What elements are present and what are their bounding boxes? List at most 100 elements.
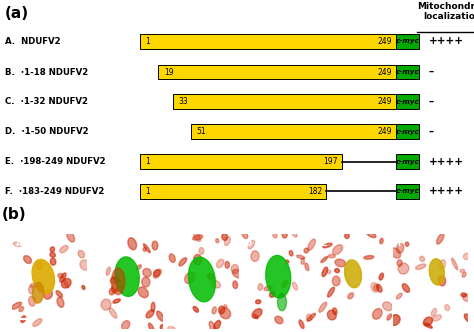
Ellipse shape: [390, 315, 400, 325]
Text: A.  NDUFV2: A. NDUFV2: [5, 37, 60, 46]
Ellipse shape: [387, 314, 392, 320]
Ellipse shape: [332, 276, 340, 286]
Ellipse shape: [266, 255, 291, 298]
Ellipse shape: [397, 260, 402, 266]
Ellipse shape: [143, 247, 146, 251]
Ellipse shape: [44, 290, 52, 299]
Bar: [396, 154, 419, 169]
Ellipse shape: [148, 323, 155, 332]
Ellipse shape: [224, 237, 230, 246]
Text: 1: 1: [146, 157, 150, 166]
Ellipse shape: [122, 321, 130, 330]
Ellipse shape: [151, 302, 155, 311]
Ellipse shape: [345, 233, 349, 239]
Ellipse shape: [109, 288, 115, 295]
Text: c-myc: c-myc: [396, 159, 419, 165]
Text: B: B: [92, 239, 98, 248]
Text: –: –: [429, 97, 434, 107]
Ellipse shape: [142, 277, 150, 287]
Ellipse shape: [154, 269, 161, 278]
Ellipse shape: [143, 269, 151, 277]
Ellipse shape: [116, 286, 123, 291]
Ellipse shape: [154, 270, 160, 277]
Ellipse shape: [431, 308, 437, 316]
Ellipse shape: [58, 274, 64, 278]
Text: B.  ∙1-18 NDUFV2: B. ∙1-18 NDUFV2: [5, 67, 88, 77]
Ellipse shape: [416, 264, 426, 270]
Ellipse shape: [366, 231, 376, 238]
Ellipse shape: [179, 258, 187, 266]
Ellipse shape: [398, 263, 409, 274]
Ellipse shape: [270, 291, 275, 297]
Ellipse shape: [219, 306, 225, 314]
Ellipse shape: [292, 232, 297, 237]
Ellipse shape: [462, 272, 466, 277]
Text: c-myc: c-myc: [396, 38, 419, 44]
Ellipse shape: [152, 241, 158, 250]
Ellipse shape: [345, 260, 362, 288]
Ellipse shape: [439, 260, 446, 269]
Ellipse shape: [224, 304, 227, 308]
Ellipse shape: [168, 326, 175, 330]
Ellipse shape: [231, 264, 238, 274]
Ellipse shape: [397, 243, 404, 253]
Ellipse shape: [33, 319, 42, 326]
Ellipse shape: [137, 265, 141, 269]
Ellipse shape: [19, 306, 24, 312]
Ellipse shape: [301, 258, 304, 264]
Ellipse shape: [220, 308, 231, 319]
Ellipse shape: [289, 251, 293, 256]
Bar: [191, 124, 396, 139]
Ellipse shape: [328, 255, 335, 258]
Ellipse shape: [80, 260, 90, 270]
Ellipse shape: [308, 239, 315, 250]
Ellipse shape: [335, 259, 346, 267]
Ellipse shape: [138, 287, 148, 298]
Ellipse shape: [348, 293, 354, 299]
Ellipse shape: [225, 261, 229, 268]
Ellipse shape: [30, 284, 35, 288]
Ellipse shape: [193, 232, 201, 241]
Ellipse shape: [50, 252, 55, 257]
Bar: [396, 34, 419, 48]
Ellipse shape: [67, 231, 74, 242]
Ellipse shape: [11, 302, 22, 309]
Ellipse shape: [297, 255, 305, 259]
Ellipse shape: [113, 277, 120, 283]
Text: 249: 249: [377, 127, 392, 136]
Ellipse shape: [371, 283, 379, 292]
Ellipse shape: [307, 313, 316, 321]
Ellipse shape: [110, 278, 115, 283]
Ellipse shape: [437, 233, 444, 244]
Text: c-myc: c-myc: [396, 129, 419, 135]
Bar: [396, 124, 419, 139]
Ellipse shape: [56, 291, 63, 297]
Ellipse shape: [438, 276, 446, 286]
Ellipse shape: [146, 310, 154, 318]
Ellipse shape: [299, 320, 304, 329]
Text: D.  ∙1-50 NDUFV2: D. ∙1-50 NDUFV2: [5, 127, 88, 136]
Bar: [396, 95, 419, 109]
Bar: [140, 154, 342, 169]
Bar: [396, 65, 419, 79]
Ellipse shape: [277, 294, 286, 311]
Text: C: C: [168, 239, 174, 248]
Ellipse shape: [232, 269, 243, 278]
Ellipse shape: [189, 257, 215, 302]
Ellipse shape: [248, 240, 255, 249]
Ellipse shape: [273, 233, 277, 238]
Ellipse shape: [402, 284, 410, 292]
Ellipse shape: [332, 245, 343, 255]
Text: 1: 1: [146, 187, 150, 196]
Ellipse shape: [50, 247, 55, 252]
Text: c-myc: c-myc: [396, 99, 419, 105]
Text: F.  ∙183-249 NDUFV2: F. ∙183-249 NDUFV2: [5, 187, 104, 196]
Text: 249: 249: [377, 97, 392, 106]
Ellipse shape: [282, 281, 287, 287]
Ellipse shape: [211, 280, 220, 288]
Ellipse shape: [286, 260, 289, 263]
Ellipse shape: [445, 304, 450, 311]
Bar: [140, 34, 396, 48]
Ellipse shape: [391, 248, 401, 258]
Ellipse shape: [199, 247, 204, 254]
